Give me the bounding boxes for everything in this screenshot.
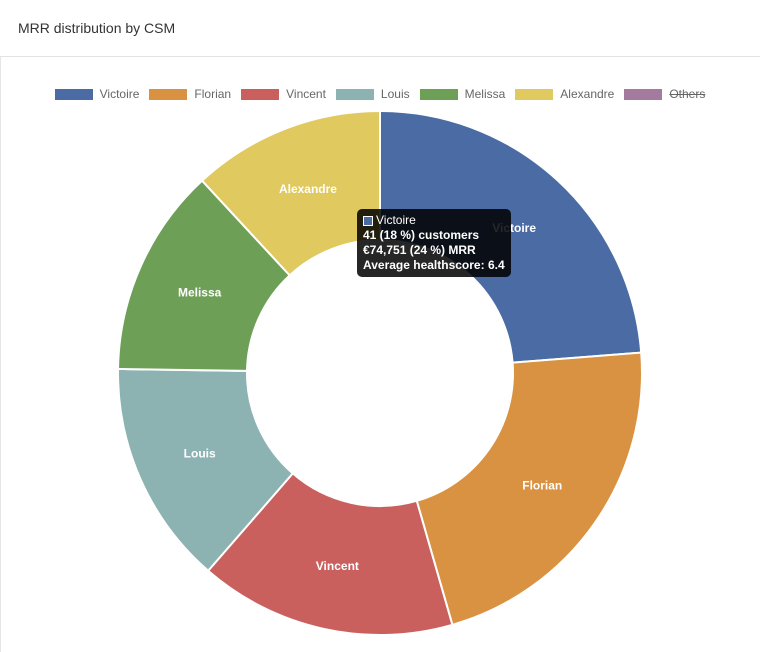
slice-label-alexandre: Alexandre xyxy=(279,182,337,196)
legend-swatch xyxy=(419,88,458,100)
legend-item-melissa[interactable]: Melissa xyxy=(419,86,506,102)
legend-label: Others xyxy=(669,87,706,101)
legend-label: Vincent xyxy=(286,87,326,101)
tooltip-swatch xyxy=(363,215,373,226)
legend-label: Victoire xyxy=(99,87,140,101)
slice-label-vincent: Vincent xyxy=(316,559,359,573)
panel-border xyxy=(0,57,1,652)
legend-label: Florian xyxy=(194,87,232,101)
panel-title: MRR distribution by CSM xyxy=(18,20,176,36)
slice-label-louis: Louis xyxy=(184,447,216,461)
tooltip-customers: 41 (18 %) customers xyxy=(363,228,480,242)
chart-legend: Victoire Florian Vincent Louis Melissa A… xyxy=(0,86,760,102)
slice-vincent[interactable] xyxy=(206,471,454,636)
slice-florian[interactable] xyxy=(415,351,643,627)
legend-item-others[interactable]: Others xyxy=(624,86,705,102)
legend-item-florian[interactable]: Florian xyxy=(149,86,231,102)
slice-alexandre[interactable] xyxy=(200,109,381,277)
legend-label: Louis xyxy=(380,87,410,101)
legend-swatch xyxy=(624,88,663,100)
legend-swatch xyxy=(149,88,188,100)
panel-header: MRR distribution by CSM xyxy=(0,0,760,57)
legend-label: Melissa xyxy=(464,87,506,101)
tooltip-title: Victoire xyxy=(376,213,416,227)
legend-swatch xyxy=(335,88,374,100)
slice-label-florian: Florian xyxy=(522,479,562,493)
legend-item-vincent[interactable]: Vincent xyxy=(241,86,326,102)
slice-label-melissa: Melissa xyxy=(178,285,222,299)
tooltip-healthscore: Average healthscore: 6.4 xyxy=(363,258,505,272)
legend-item-victoire[interactable]: Victoire xyxy=(54,86,140,102)
legend-item-alexandre[interactable]: Alexandre xyxy=(515,86,614,102)
legend-swatch xyxy=(241,88,280,100)
tooltip-mrr: €74,751 (24 %) MRR xyxy=(363,243,476,257)
chart-tooltip: Victoire 41 (18 %) customers €74,751 (24… xyxy=(357,209,511,277)
legend-item-louis[interactable]: Louis xyxy=(335,86,410,102)
legend-label: Alexandre xyxy=(560,87,615,101)
legend-swatch xyxy=(515,88,554,100)
legend-swatch xyxy=(54,88,93,100)
